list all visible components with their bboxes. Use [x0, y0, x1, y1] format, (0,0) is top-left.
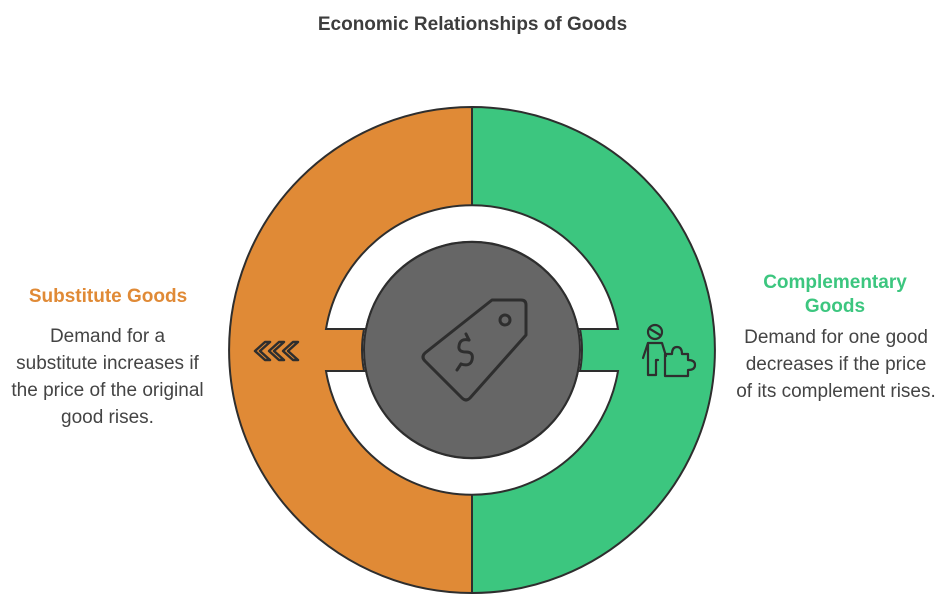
person-puzzle-icon [641, 323, 697, 378]
price-tag-icon [421, 298, 528, 402]
complementary-goods-title: Complementary Goods [763, 272, 907, 317]
page-title: Economic Relationships of Goods [317, 14, 628, 35]
substitute-goods-title: Substitute Goods [28, 286, 188, 307]
triple-chevron-left-icon [253, 340, 300, 362]
substitute-goods-description: Demand for a substitute increases if the… [11, 326, 204, 428]
complementary-goods-description: Demand for one good decreases if the pri… [736, 327, 936, 402]
center-circle [363, 241, 581, 459]
